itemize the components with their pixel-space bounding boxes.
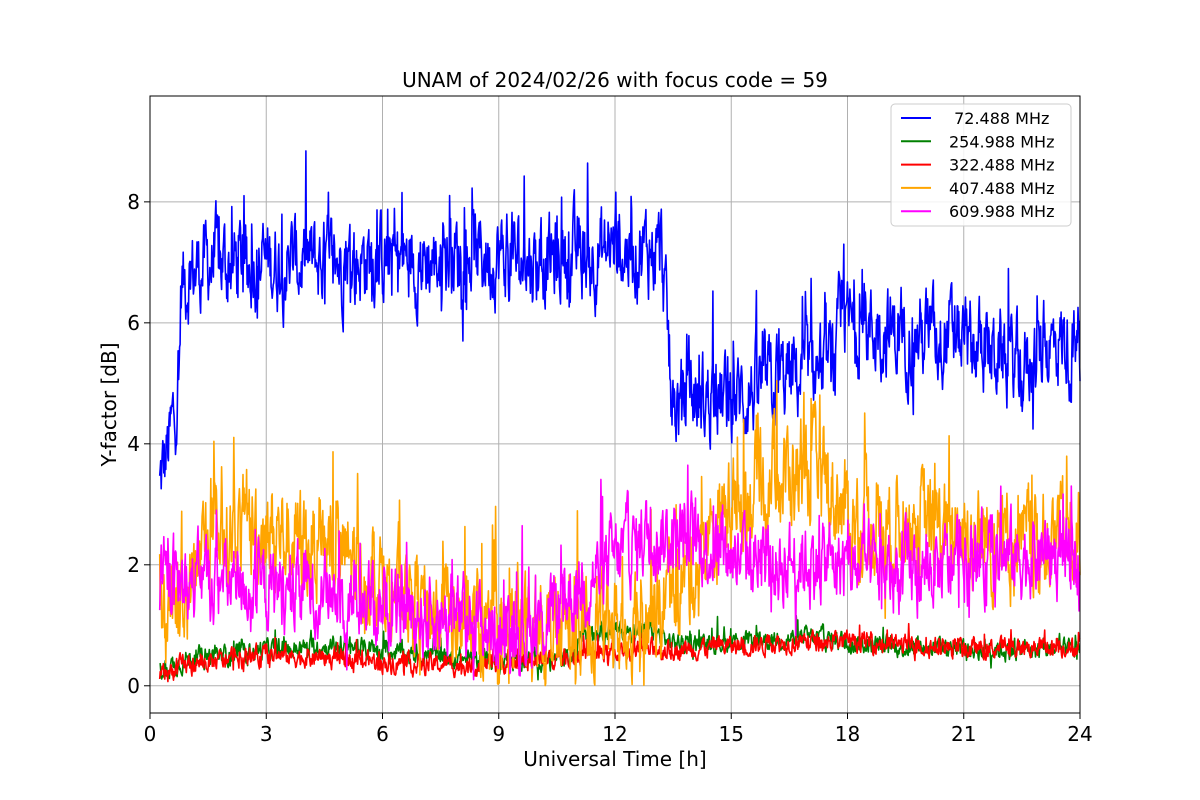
x-tick-label: 3 [260,722,273,746]
x-tick-label: 21 [951,722,976,746]
x-tick-label: 24 [1067,722,1092,746]
y-tick-label: 2 [127,553,140,577]
series-line [158,464,1081,681]
legend-label: 322.488 MHz [949,156,1054,175]
x-tick-label: 0 [144,722,157,746]
x-tick-label: 9 [492,722,505,746]
x-axis-label: Universal Time [h] [523,747,706,771]
x-tick-label: 12 [602,722,627,746]
x-tick-label: 15 [719,722,744,746]
legend-label: 609.988 MHz [949,202,1054,221]
x-tick-label: 18 [835,722,860,746]
legend-label: 254.988 MHz [949,132,1054,151]
series-lines [158,150,1081,687]
legend-label: 72.488 MHz [949,109,1049,128]
y-tick-label: 6 [127,311,140,335]
legend: 72.488 MHz 254.988 MHz 322.488 MHz 407.488 … [890,103,1072,227]
y-tick-label: 4 [127,432,140,456]
y-tick-label: 8 [127,190,140,214]
chart-title: UNAM of 2024/02/26 with focus code = 59 [402,68,828,92]
y-tick-label: 0 [127,674,140,698]
legend-label: 407.488 MHz [949,179,1054,198]
series-line [158,150,1081,490]
x-tick-label: 6 [376,722,389,746]
legend-box [890,103,1072,227]
y-axis-label: Y-factor [dB] [97,342,121,467]
